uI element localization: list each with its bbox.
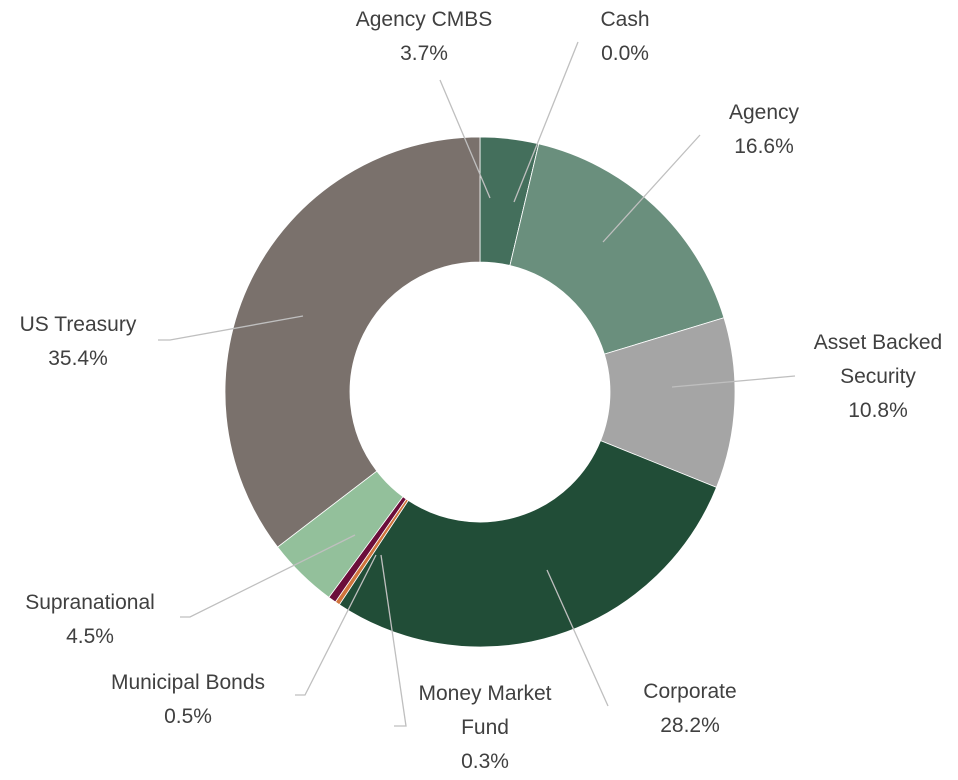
label-value: 3.7%	[400, 42, 448, 65]
label-value: 10.8%	[848, 399, 908, 422]
label-name: Supranational	[25, 591, 155, 614]
leader-line	[546, 569, 609, 707]
leader-line	[439, 79, 491, 199]
donut-slice	[224, 136, 481, 548]
data-label: Supranational 4.5%	[0, 586, 180, 654]
label-value: 35.4%	[48, 347, 108, 370]
data-label: Corporate 28.2%	[620, 675, 760, 743]
label-value: 0.3%	[461, 750, 509, 773]
label-name: Money Market Fund	[418, 682, 552, 739]
data-label: Asset Backed Security 10.8%	[798, 326, 958, 428]
data-label: Agency CMBS 3.7%	[334, 3, 514, 71]
label-value: 4.5%	[66, 625, 114, 648]
data-label: Agency 16.6%	[704, 96, 824, 164]
leader-line	[513, 41, 579, 203]
data-label: Municipal Bonds 0.5%	[88, 666, 288, 734]
label-name: Municipal Bonds	[110, 671, 266, 694]
data-label: Money Market Fund 0.3%	[395, 677, 575, 779]
label-name: Cash	[600, 8, 650, 31]
label-value: 28.2%	[660, 714, 720, 737]
data-label: US Treasury 35.4%	[3, 308, 153, 376]
leader-line	[671, 375, 796, 388]
data-label: Cash 0.0%	[575, 3, 675, 71]
label-name: US Treasury	[19, 313, 137, 336]
label-name: Corporate	[643, 680, 737, 703]
leader-line	[602, 134, 701, 243]
label-value: 16.6%	[734, 135, 794, 158]
label-name: Asset Backed Security	[813, 331, 943, 388]
leader-line	[380, 554, 407, 727]
donut-slice	[338, 440, 718, 648]
label-value: 0.5%	[164, 705, 212, 728]
label-name: Agency	[728, 101, 800, 124]
label-value: 0.0%	[601, 42, 649, 65]
leader-line	[180, 534, 356, 618]
label-name: Agency CMBS	[355, 8, 493, 31]
leader-line	[295, 554, 377, 696]
donut-slice	[509, 143, 725, 355]
leader-line	[158, 315, 304, 341]
